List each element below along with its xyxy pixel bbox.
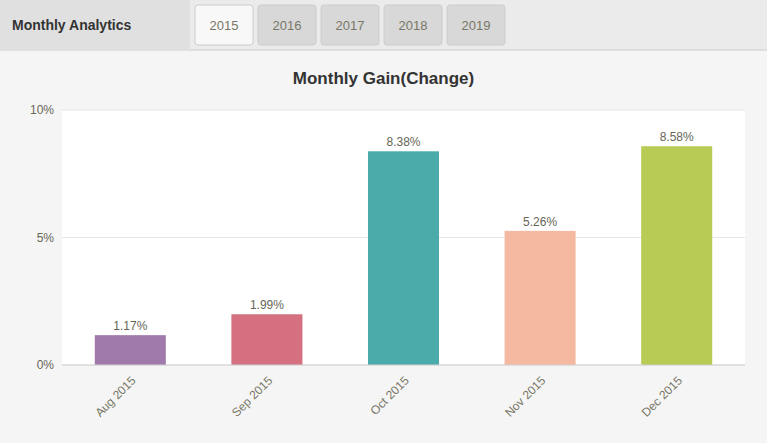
bar	[95, 335, 166, 365]
x-axis-line	[62, 365, 745, 366]
chart-container: Monthly Analytics 2015 2016 2017 2018 2019 Mon…	[0, 0, 767, 443]
year-tab	[258, 5, 316, 45]
year-tab-label: 2017	[336, 18, 365, 33]
data-label: 1.17%	[113, 319, 147, 333]
data-label: 8.58%	[660, 130, 694, 144]
x-tick-label: Nov 2015	[502, 373, 548, 419]
year-tab	[384, 5, 442, 45]
year-tab	[321, 5, 379, 45]
plot-background	[62, 110, 745, 365]
year-tab-label: 2015	[210, 18, 239, 33]
grid-line	[62, 365, 745, 366]
data-label: 5.26%	[523, 215, 557, 229]
y-tick-label: 10%	[30, 103, 54, 117]
bars	[95, 146, 712, 365]
y-tick-label: 5%	[37, 231, 55, 245]
year-tab-label: 2018	[399, 18, 428, 33]
tab-header-text: Monthly Analytics	[12, 17, 131, 33]
tab-header	[0, 0, 190, 50]
bar	[505, 231, 576, 365]
chart-svg: Monthly Analytics 2015 2016 2017 2018 2019 Mon…	[0, 0, 767, 443]
tab-bar	[0, 0, 767, 50]
x-tick-label: Oct 2015	[368, 373, 413, 418]
year-tab	[195, 5, 253, 45]
grid-line	[62, 110, 745, 111]
year-tab-label: 2016	[273, 18, 302, 33]
year-tab	[447, 5, 505, 45]
x-tick-label: Dec 2015	[639, 373, 685, 419]
labels: 1.17% Aug 2015 1.99% Sep 2015 8.38% Oct 2015 5…	[92, 130, 694, 419]
bar	[368, 151, 439, 365]
data-label: 1.99%	[250, 298, 284, 312]
year-tab-label: 2019	[462, 18, 491, 33]
x-tick-label: Aug 2015	[92, 373, 138, 419]
y-tick-label: 0%	[37, 358, 55, 372]
chart-title: Monthly Gain(Change)	[293, 69, 474, 88]
x-tick-label: Sep 2015	[229, 373, 275, 419]
data-label: 8.38%	[386, 135, 420, 149]
bar	[641, 146, 712, 365]
bar	[231, 314, 302, 365]
